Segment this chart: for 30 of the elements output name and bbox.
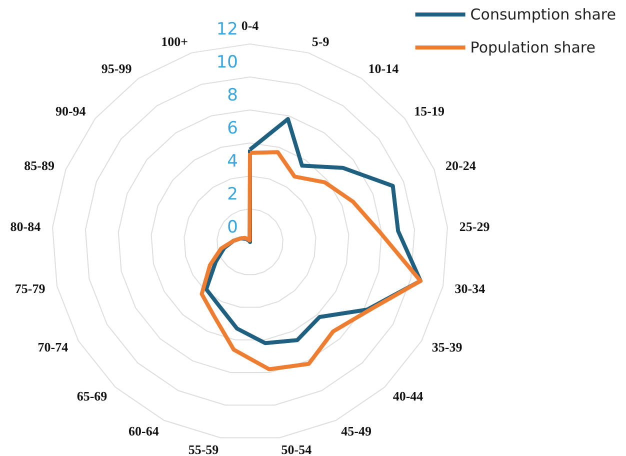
spoke-label: 25-29: [459, 218, 490, 234]
spoke-label: 10-14: [368, 60, 400, 76]
spoke-label: 55-59: [188, 442, 220, 456]
legend-label: Population share: [470, 38, 596, 56]
spoke-label: 75-79: [14, 281, 46, 296]
spoke-label: 80-84: [10, 218, 42, 234]
spoke-label: 70-74: [38, 340, 69, 354]
spoke-label: 40-44: [392, 388, 424, 404]
y-tick-label: 8: [227, 86, 238, 106]
y-tick-label: 6: [227, 118, 238, 138]
y-tick-label: 4: [227, 152, 238, 172]
spoke-label: 20-24: [445, 158, 476, 173]
spoke-label: 50-54: [281, 442, 312, 456]
y-tick-label: 12: [216, 20, 238, 40]
y-tick-label: 0: [227, 218, 238, 238]
spoke-label: 45-49: [341, 424, 372, 439]
legend-label: Consumption share: [470, 6, 616, 24]
spoke-label: 90-94: [55, 104, 86, 119]
spoke-label: 30-34: [454, 281, 486, 296]
spoke-label: 85-89: [24, 158, 55, 173]
spoke-label: 0-4: [241, 18, 260, 33]
spoke-label: 60-64: [128, 424, 160, 439]
y-tick-label: 2: [227, 184, 238, 204]
y-tick-label: 10: [216, 52, 238, 72]
spoke-label: 95-99: [101, 60, 132, 76]
spoke-label: 15-19: [414, 104, 446, 119]
spoke-label: 35-39: [432, 340, 463, 354]
spoke-label: 65-69: [76, 388, 108, 404]
spoke-label: 100+: [161, 34, 188, 49]
spoke-label: 5-9: [312, 34, 330, 49]
